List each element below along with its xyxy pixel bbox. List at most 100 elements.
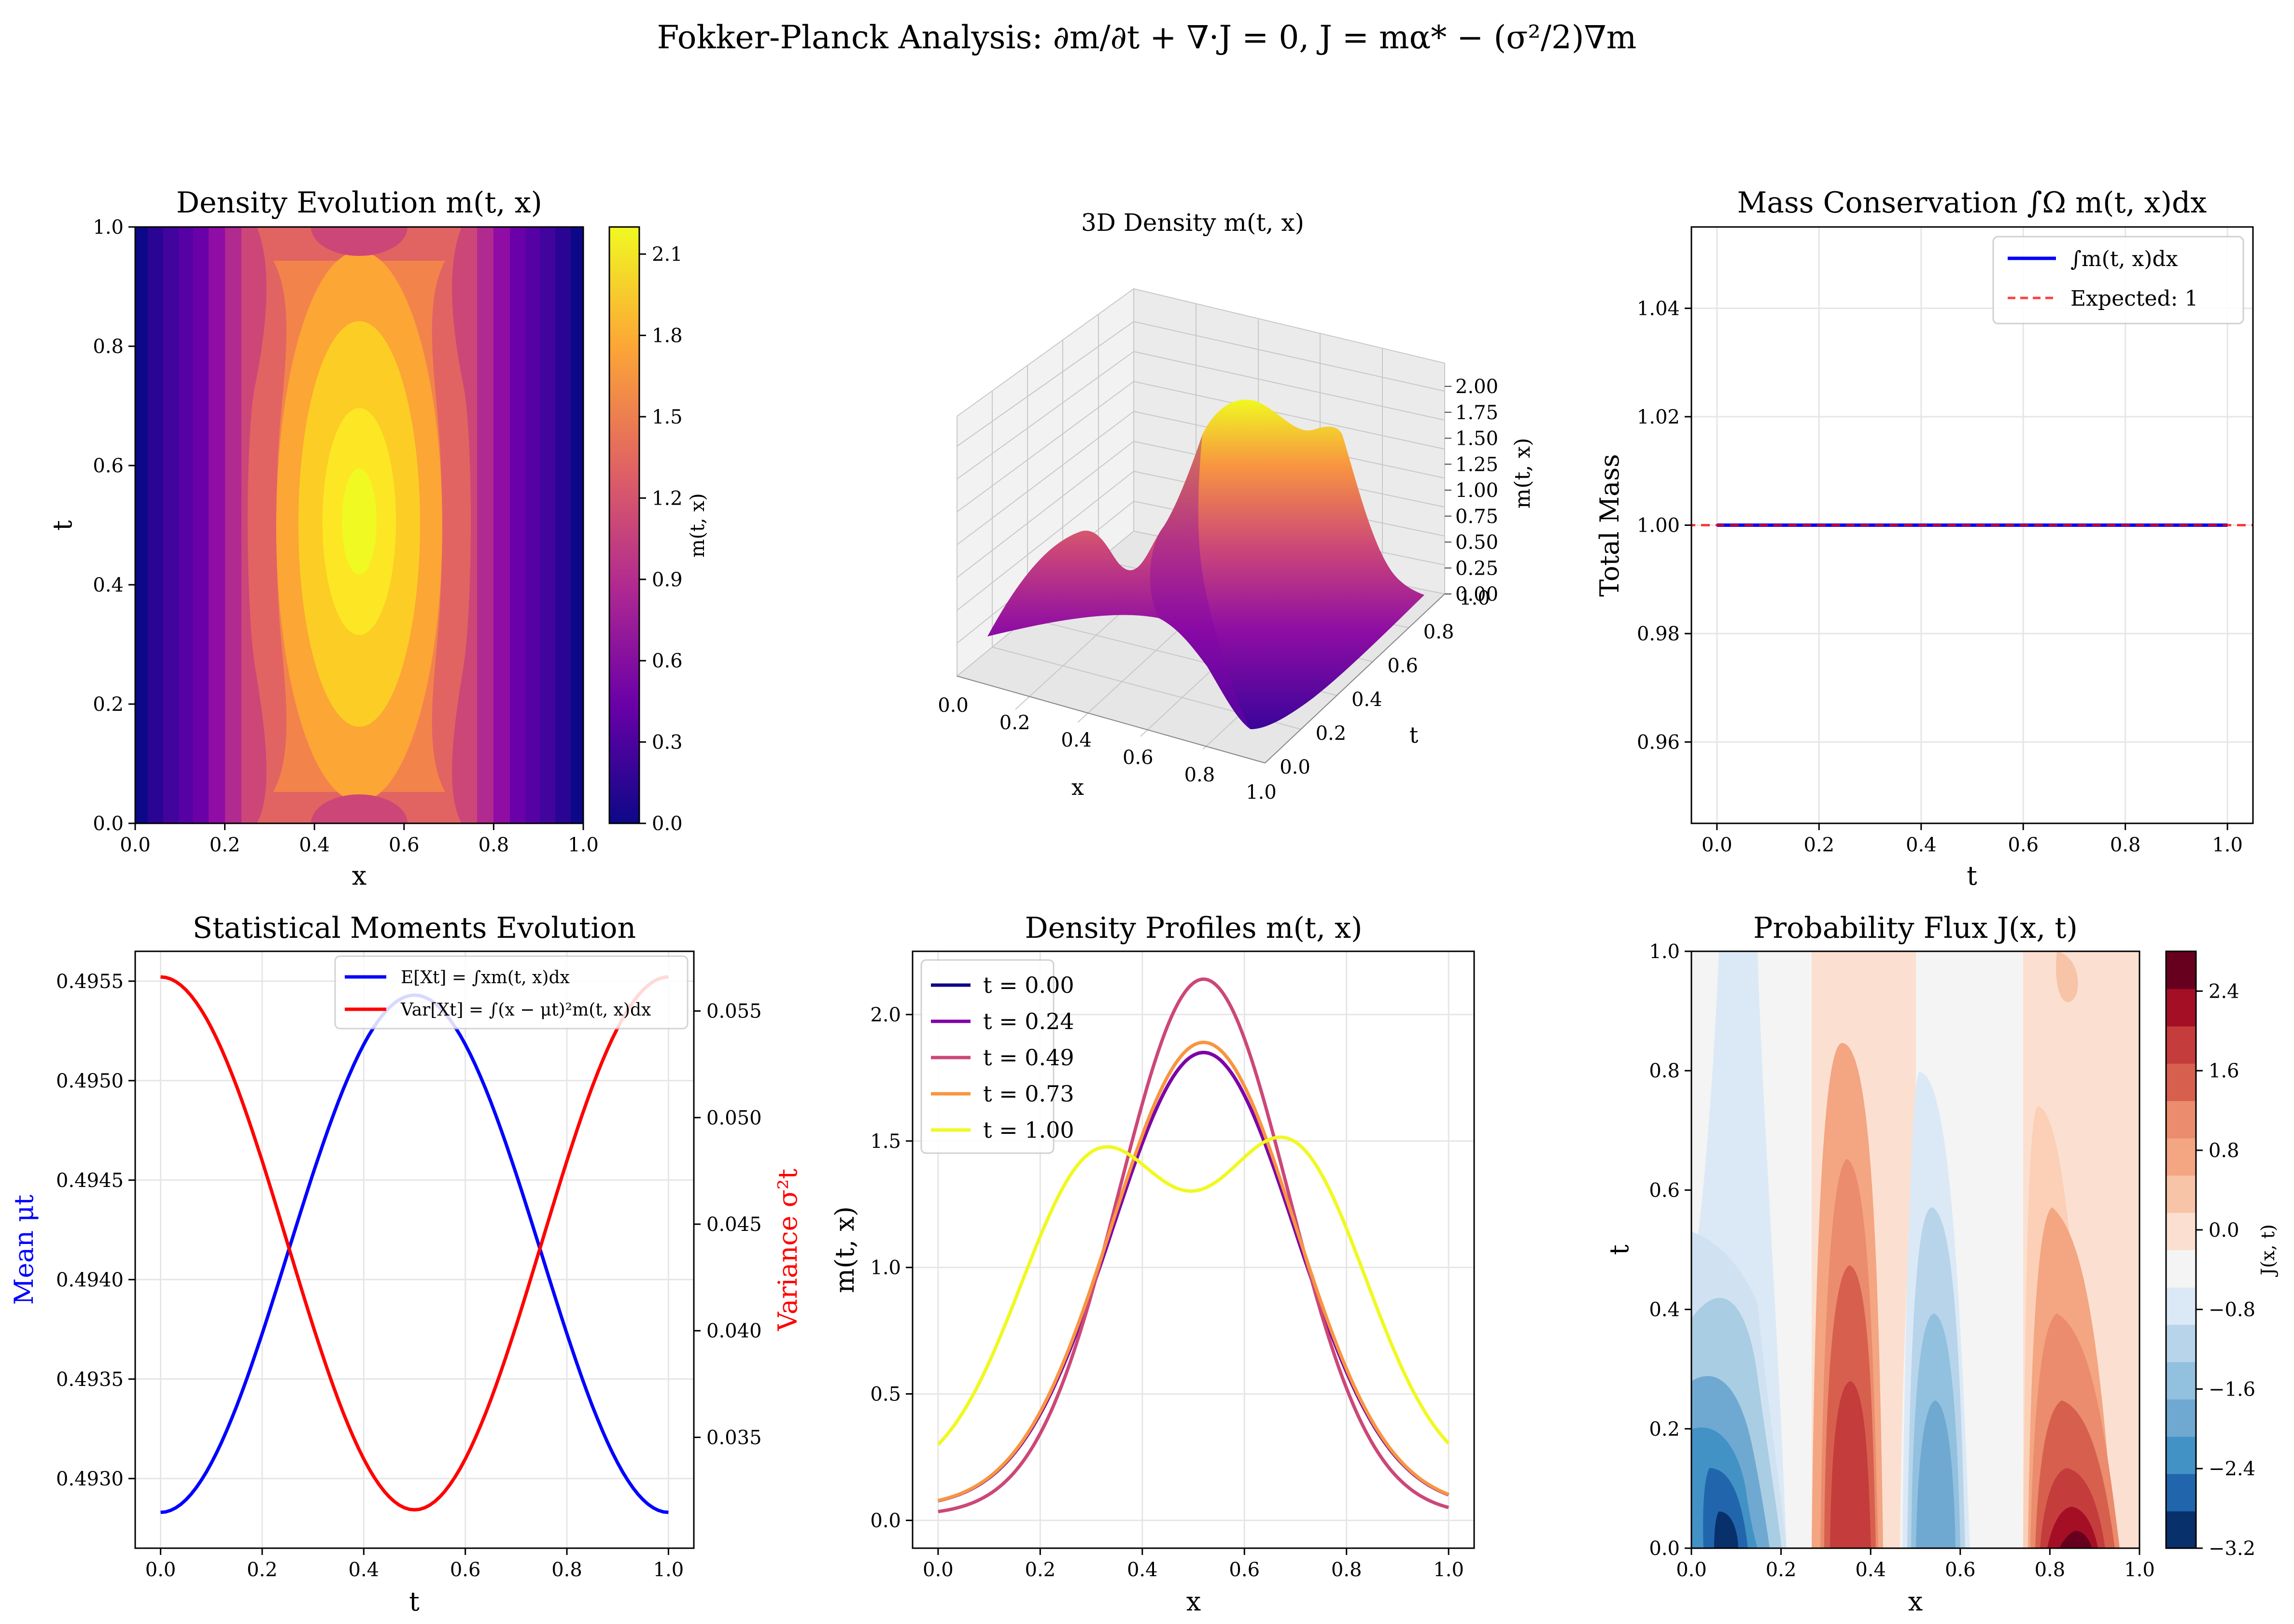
x-tick-label: 0.8 [551,1559,582,1581]
x-tick-label: 0.2 [1025,1559,1056,1581]
colorbar-segment [2166,1511,2196,1549]
panel4-legend-label-mean: E[Xt] = ∫xm(t, x)dx [401,968,570,988]
x-tick-label: 0.0 [923,1559,954,1581]
colorbar-segment [2166,1436,2196,1474]
x-tick-label: 0.4 [1127,1559,1158,1581]
3d-z-tick-label: 0.00 [1455,583,1498,606]
colorbar-segment [2166,1026,2196,1064]
panel1-colorbar-ticks: 0.0 0.3 0.6 0.9 1.2 1.5 1.8 2.1 [639,243,683,835]
3d-density-surface [987,399,1424,729]
y-tick-label: 0.96 [1637,732,1680,754]
y-tick-label: 0.6 [93,455,124,477]
x-tick-label: 0.4 [1855,1559,1886,1581]
y-tick-label-left: 0.4945 [56,1170,124,1192]
colorbar-tick-label: 1.8 [652,325,683,347]
y-tick-label: 0.2 [1649,1418,1680,1440]
profile-line-3 [938,1040,1450,1502]
y-tick-label-left: 0.4940 [56,1269,124,1291]
x-tick-label: 0.2 [1804,834,1835,856]
colorbar-tick-label: −0.8 [2209,1299,2255,1321]
x-tick-label: 0.0 [1676,1559,1707,1581]
y-tick-label: 2.0 [870,1004,901,1026]
colorbar-tick-label: 0.3 [652,732,683,754]
panel4-ylabel-right: Variance σ²t [773,1169,803,1331]
panel2-xlabel: x [1071,774,1084,800]
colorbar-tick-label: 2.1 [652,243,683,266]
panel5-ylabel: m(t, x) [830,1206,860,1293]
y-tick-label: 0.0 [870,1510,901,1532]
y-tick-label: 0.0 [1649,1538,1680,1560]
y-tick-label-right: 0.045 [706,1214,762,1236]
y-tick-label: 0.2 [93,693,124,716]
panel4-ticks: 0.0 0.2 0.4 0.6 0.8 1.0 0.4930 0.4935 0.4940 0.49… [56,971,761,1581]
colorbar-segment [2166,951,2196,989]
3d-z-tick-label: 1.50 [1455,428,1498,450]
panel4-ylabel-left: Mean μt [9,1195,39,1305]
colorbar-tick-label: 1.6 [2209,1060,2239,1082]
3d-x-tick-label: 0.0 [938,694,969,717]
y-tick-label-right: 0.035 [706,1426,762,1449]
3d-t-tick-label: 0.4 [1351,689,1382,711]
3d-surface-ridge-shade [1150,435,1251,729]
3d-t-axis-line [1265,593,1445,763]
panel6-axes-frame [1690,950,2140,1549]
colorbar-segment [2166,1175,2196,1213]
x-tick-label: 1.0 [568,834,599,856]
colorbar-segment [2166,1212,2196,1250]
y-tick-label: 0.8 [1649,1060,1680,1082]
panel5-series [937,977,1450,1513]
profile-line-2 [938,977,1450,1513]
x-tick-label: 1.0 [653,1559,684,1581]
panel6-colorbar: 2.4 1.6 0.8 0.0 −0.8 −1.6 −2.4 −3.2 [2165,950,2255,1560]
legend-box [920,959,1055,1154]
mean-series-line [160,993,669,1514]
y-tick-label-right: 0.040 [706,1320,762,1342]
panel3-legend-label-integral: ∫m(t, x)dx [2070,247,2178,271]
colorbar-segment [2166,1473,2196,1511]
y-tick-label: 1.00 [1637,515,1680,537]
3d-z-tick-label: 1.25 [1455,453,1498,476]
y-tick-label: 1.0 [870,1257,901,1279]
colorbar-tick-label: 0.8 [2209,1140,2239,1162]
x-tick-label: 0.8 [2035,1559,2066,1581]
3d-x-tick-label: 1.0 [1246,781,1277,804]
colorbar-tick-label: 1.2 [652,487,683,509]
colorbar-segment [2166,1324,2196,1362]
y-tick-label-left: 0.4950 [56,1070,124,1092]
panel2-zlabel: m(t, x) [1510,438,1535,509]
y-tick-label-left: 0.4935 [56,1369,124,1391]
3d-z-tick-label: 0.75 [1455,506,1498,528]
3d-t-tick-label: 1.0 [1459,587,1490,609]
y-tick-label-left: 0.4930 [56,1468,124,1490]
x-tick-label: 0.6 [450,1559,481,1581]
panel-statistical-moments: Statistical Moments Evolution 0.0 0.2 0.4 0… [9,911,803,1617]
y-tick-label: 0.4 [93,574,124,596]
panel3-title: Mass Conservation ∫Ω m(t, x)dx [1737,186,2207,220]
3d-t-tick-label: 0.6 [1387,655,1418,677]
3d-x-axis-line [957,676,1266,763]
panel3-ylabel: Total Mass [1594,454,1625,597]
colorbar-tick-label: −1.6 [2209,1378,2255,1400]
colorbar-tick-label: −2.4 [2209,1458,2255,1480]
panel-probability-flux: Probability Flux J(x, t) [1604,911,2279,1617]
colorbar-segment [2166,1250,2196,1288]
panel5-legend: t = 0.00 t = 0.24 t = 0.49 t = 0.73 t = 1.00 [920,959,1074,1154]
3d-t-tick-label: 0.8 [1423,621,1454,643]
3d-z-tick-label: 2.00 [1455,376,1498,398]
variance-series-line [160,975,669,1512]
colorbar-segment [2166,1399,2196,1437]
panel-density-evolution: Density Evolution m(t, x) 0.0 0.2 0.4 0.6 0.… [47,186,709,891]
panel5-axes-frame [912,950,1475,1549]
y-tick-label: 1.0 [93,216,124,239]
panel4-legend-label-variance: Var[Xt] = ∫(x − μt)²m(t, x)dx [400,1000,651,1020]
x-tick-label: 0.6 [389,834,420,856]
x-tick-label: 0.6 [2008,834,2039,856]
panel1-colorbar-label: m(t, x) [687,493,709,557]
y-tick-label: 0.6 [1649,1179,1680,1201]
panel1-axes-frame [134,226,584,824]
x-tick-label: 1.0 [2124,1559,2155,1581]
x-tick-label: 0.6 [1229,1559,1260,1581]
x-tick-label: 0.2 [247,1559,278,1581]
legend-label: t = 1.00 [983,1117,1074,1143]
